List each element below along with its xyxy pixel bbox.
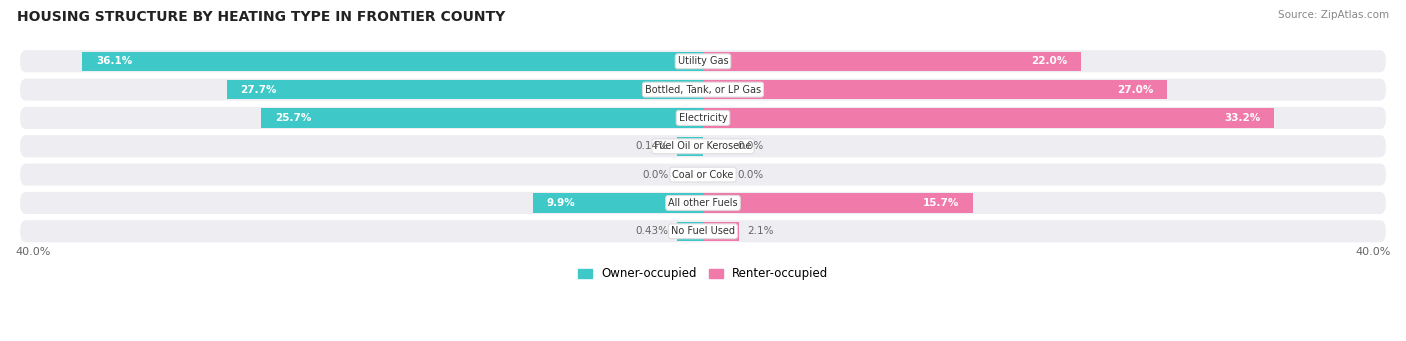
Text: 15.7%: 15.7% bbox=[922, 198, 959, 208]
Text: 27.7%: 27.7% bbox=[240, 85, 277, 94]
Text: All other Fuels: All other Fuels bbox=[668, 198, 738, 208]
Text: Source: ZipAtlas.com: Source: ZipAtlas.com bbox=[1278, 10, 1389, 20]
Text: Bottled, Tank, or LP Gas: Bottled, Tank, or LP Gas bbox=[645, 85, 761, 94]
Bar bbox=[678, 137, 703, 156]
Text: 40.0%: 40.0% bbox=[1355, 247, 1391, 257]
Text: 0.14%: 0.14% bbox=[636, 141, 669, 151]
Text: Coal or Coke: Coal or Coke bbox=[672, 169, 734, 180]
Text: Utility Gas: Utility Gas bbox=[678, 56, 728, 66]
Text: No Fuel Used: No Fuel Used bbox=[671, 226, 735, 236]
Bar bbox=[262, 108, 703, 128]
Text: Fuel Oil or Kerosene: Fuel Oil or Kerosene bbox=[654, 141, 752, 151]
Bar bbox=[82, 51, 703, 71]
Text: 25.7%: 25.7% bbox=[274, 113, 311, 123]
FancyBboxPatch shape bbox=[20, 192, 1386, 214]
Bar bbox=[533, 193, 703, 212]
Legend: Owner-occupied, Renter-occupied: Owner-occupied, Renter-occupied bbox=[572, 263, 834, 285]
Text: 9.9%: 9.9% bbox=[547, 198, 575, 208]
Bar bbox=[703, 80, 1167, 99]
FancyBboxPatch shape bbox=[20, 135, 1386, 157]
FancyBboxPatch shape bbox=[20, 107, 1386, 129]
Bar bbox=[703, 193, 973, 212]
Text: 36.1%: 36.1% bbox=[96, 56, 132, 66]
Text: 33.2%: 33.2% bbox=[1225, 113, 1260, 123]
Text: 27.0%: 27.0% bbox=[1118, 85, 1154, 94]
Text: 0.0%: 0.0% bbox=[737, 141, 763, 151]
FancyBboxPatch shape bbox=[20, 164, 1386, 186]
Bar bbox=[703, 108, 1274, 128]
Text: HOUSING STRUCTURE BY HEATING TYPE IN FRONTIER COUNTY: HOUSING STRUCTURE BY HEATING TYPE IN FRO… bbox=[17, 10, 505, 24]
Bar bbox=[703, 222, 740, 241]
Text: 2.1%: 2.1% bbox=[748, 226, 775, 236]
Text: 22.0%: 22.0% bbox=[1032, 56, 1067, 66]
Bar bbox=[703, 51, 1081, 71]
Bar bbox=[678, 222, 703, 241]
Text: 40.0%: 40.0% bbox=[15, 247, 51, 257]
FancyBboxPatch shape bbox=[20, 50, 1386, 72]
FancyBboxPatch shape bbox=[20, 220, 1386, 242]
Text: 0.0%: 0.0% bbox=[737, 169, 763, 180]
Text: Electricity: Electricity bbox=[679, 113, 727, 123]
Text: 0.0%: 0.0% bbox=[643, 169, 669, 180]
Bar bbox=[226, 80, 703, 99]
Text: 0.43%: 0.43% bbox=[636, 226, 669, 236]
FancyBboxPatch shape bbox=[20, 78, 1386, 101]
